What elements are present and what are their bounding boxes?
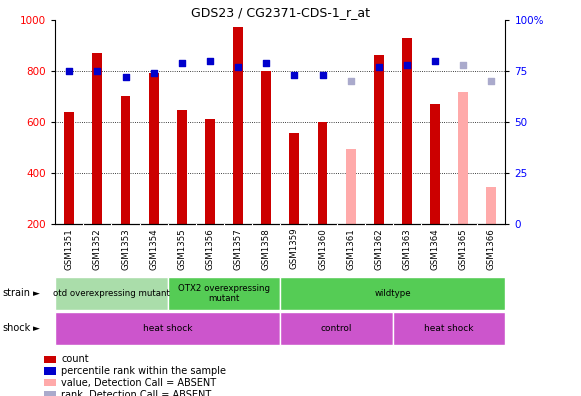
Text: GSM1352: GSM1352 bbox=[93, 228, 102, 270]
Text: GSM1355: GSM1355 bbox=[177, 228, 187, 270]
Point bbox=[346, 78, 356, 84]
Text: ►: ► bbox=[33, 289, 40, 298]
Bar bbox=[64, 112, 74, 224]
Bar bbox=[486, 187, 496, 224]
Point bbox=[458, 61, 468, 68]
Bar bbox=[55, 312, 280, 345]
Bar bbox=[318, 122, 328, 224]
Bar bbox=[346, 148, 356, 224]
Text: heat shock: heat shock bbox=[143, 324, 192, 333]
Point bbox=[177, 59, 187, 66]
Text: GSM1354: GSM1354 bbox=[149, 228, 158, 270]
Text: percentile rank within the sample: percentile rank within the sample bbox=[61, 366, 226, 376]
Bar bbox=[149, 72, 159, 224]
Text: GSM1357: GSM1357 bbox=[234, 228, 243, 270]
Text: GSM1363: GSM1363 bbox=[403, 228, 411, 270]
Point bbox=[149, 70, 159, 76]
Bar bbox=[374, 55, 384, 224]
Text: GSM1361: GSM1361 bbox=[346, 228, 355, 270]
Bar bbox=[430, 104, 440, 224]
Point bbox=[93, 68, 102, 74]
Bar bbox=[280, 312, 393, 345]
Text: value, Detection Call = ABSENT: value, Detection Call = ABSENT bbox=[61, 378, 216, 388]
Bar bbox=[233, 27, 243, 224]
Bar bbox=[205, 119, 215, 224]
Text: control: control bbox=[321, 324, 352, 333]
Text: shock: shock bbox=[3, 323, 31, 333]
Point bbox=[121, 74, 130, 80]
Text: GSM1351: GSM1351 bbox=[64, 228, 74, 270]
Point bbox=[402, 61, 411, 68]
Bar bbox=[393, 312, 505, 345]
Text: GSM1358: GSM1358 bbox=[262, 228, 271, 270]
Text: strain: strain bbox=[3, 288, 31, 299]
Text: GSM1356: GSM1356 bbox=[206, 228, 214, 270]
Text: count: count bbox=[61, 354, 89, 364]
Point bbox=[261, 59, 271, 66]
Text: OTX2 overexpressing
mutant: OTX2 overexpressing mutant bbox=[178, 284, 270, 303]
Text: GSM1360: GSM1360 bbox=[318, 228, 327, 270]
Point bbox=[205, 57, 214, 64]
Point bbox=[290, 72, 299, 78]
Bar bbox=[458, 92, 468, 224]
Text: GSM1353: GSM1353 bbox=[121, 228, 130, 270]
Bar bbox=[402, 38, 412, 224]
Point bbox=[64, 68, 74, 74]
Point bbox=[431, 57, 440, 64]
Text: heat shock: heat shock bbox=[425, 324, 474, 333]
Bar bbox=[92, 53, 102, 224]
Text: GSM1364: GSM1364 bbox=[431, 228, 440, 270]
Text: GSM1366: GSM1366 bbox=[487, 228, 496, 270]
Point bbox=[234, 63, 243, 70]
Bar bbox=[261, 71, 271, 224]
Text: rank, Detection Call = ABSENT: rank, Detection Call = ABSENT bbox=[61, 390, 211, 396]
Bar bbox=[177, 110, 187, 224]
Title: GDS23 / CG2371-CDS-1_r_at: GDS23 / CG2371-CDS-1_r_at bbox=[191, 6, 370, 19]
Text: otd overexpressing mutant: otd overexpressing mutant bbox=[53, 289, 170, 298]
Bar bbox=[168, 277, 280, 310]
Bar bbox=[289, 133, 299, 224]
Text: GSM1365: GSM1365 bbox=[459, 228, 468, 270]
Point bbox=[487, 78, 496, 84]
Bar bbox=[55, 277, 168, 310]
Text: wildtype: wildtype bbox=[375, 289, 411, 298]
Text: GSM1362: GSM1362 bbox=[374, 228, 383, 270]
Point bbox=[374, 63, 383, 70]
Text: GSM1359: GSM1359 bbox=[290, 228, 299, 270]
Text: ►: ► bbox=[33, 324, 40, 333]
Bar bbox=[121, 95, 131, 224]
Point bbox=[318, 72, 327, 78]
Bar bbox=[280, 277, 505, 310]
